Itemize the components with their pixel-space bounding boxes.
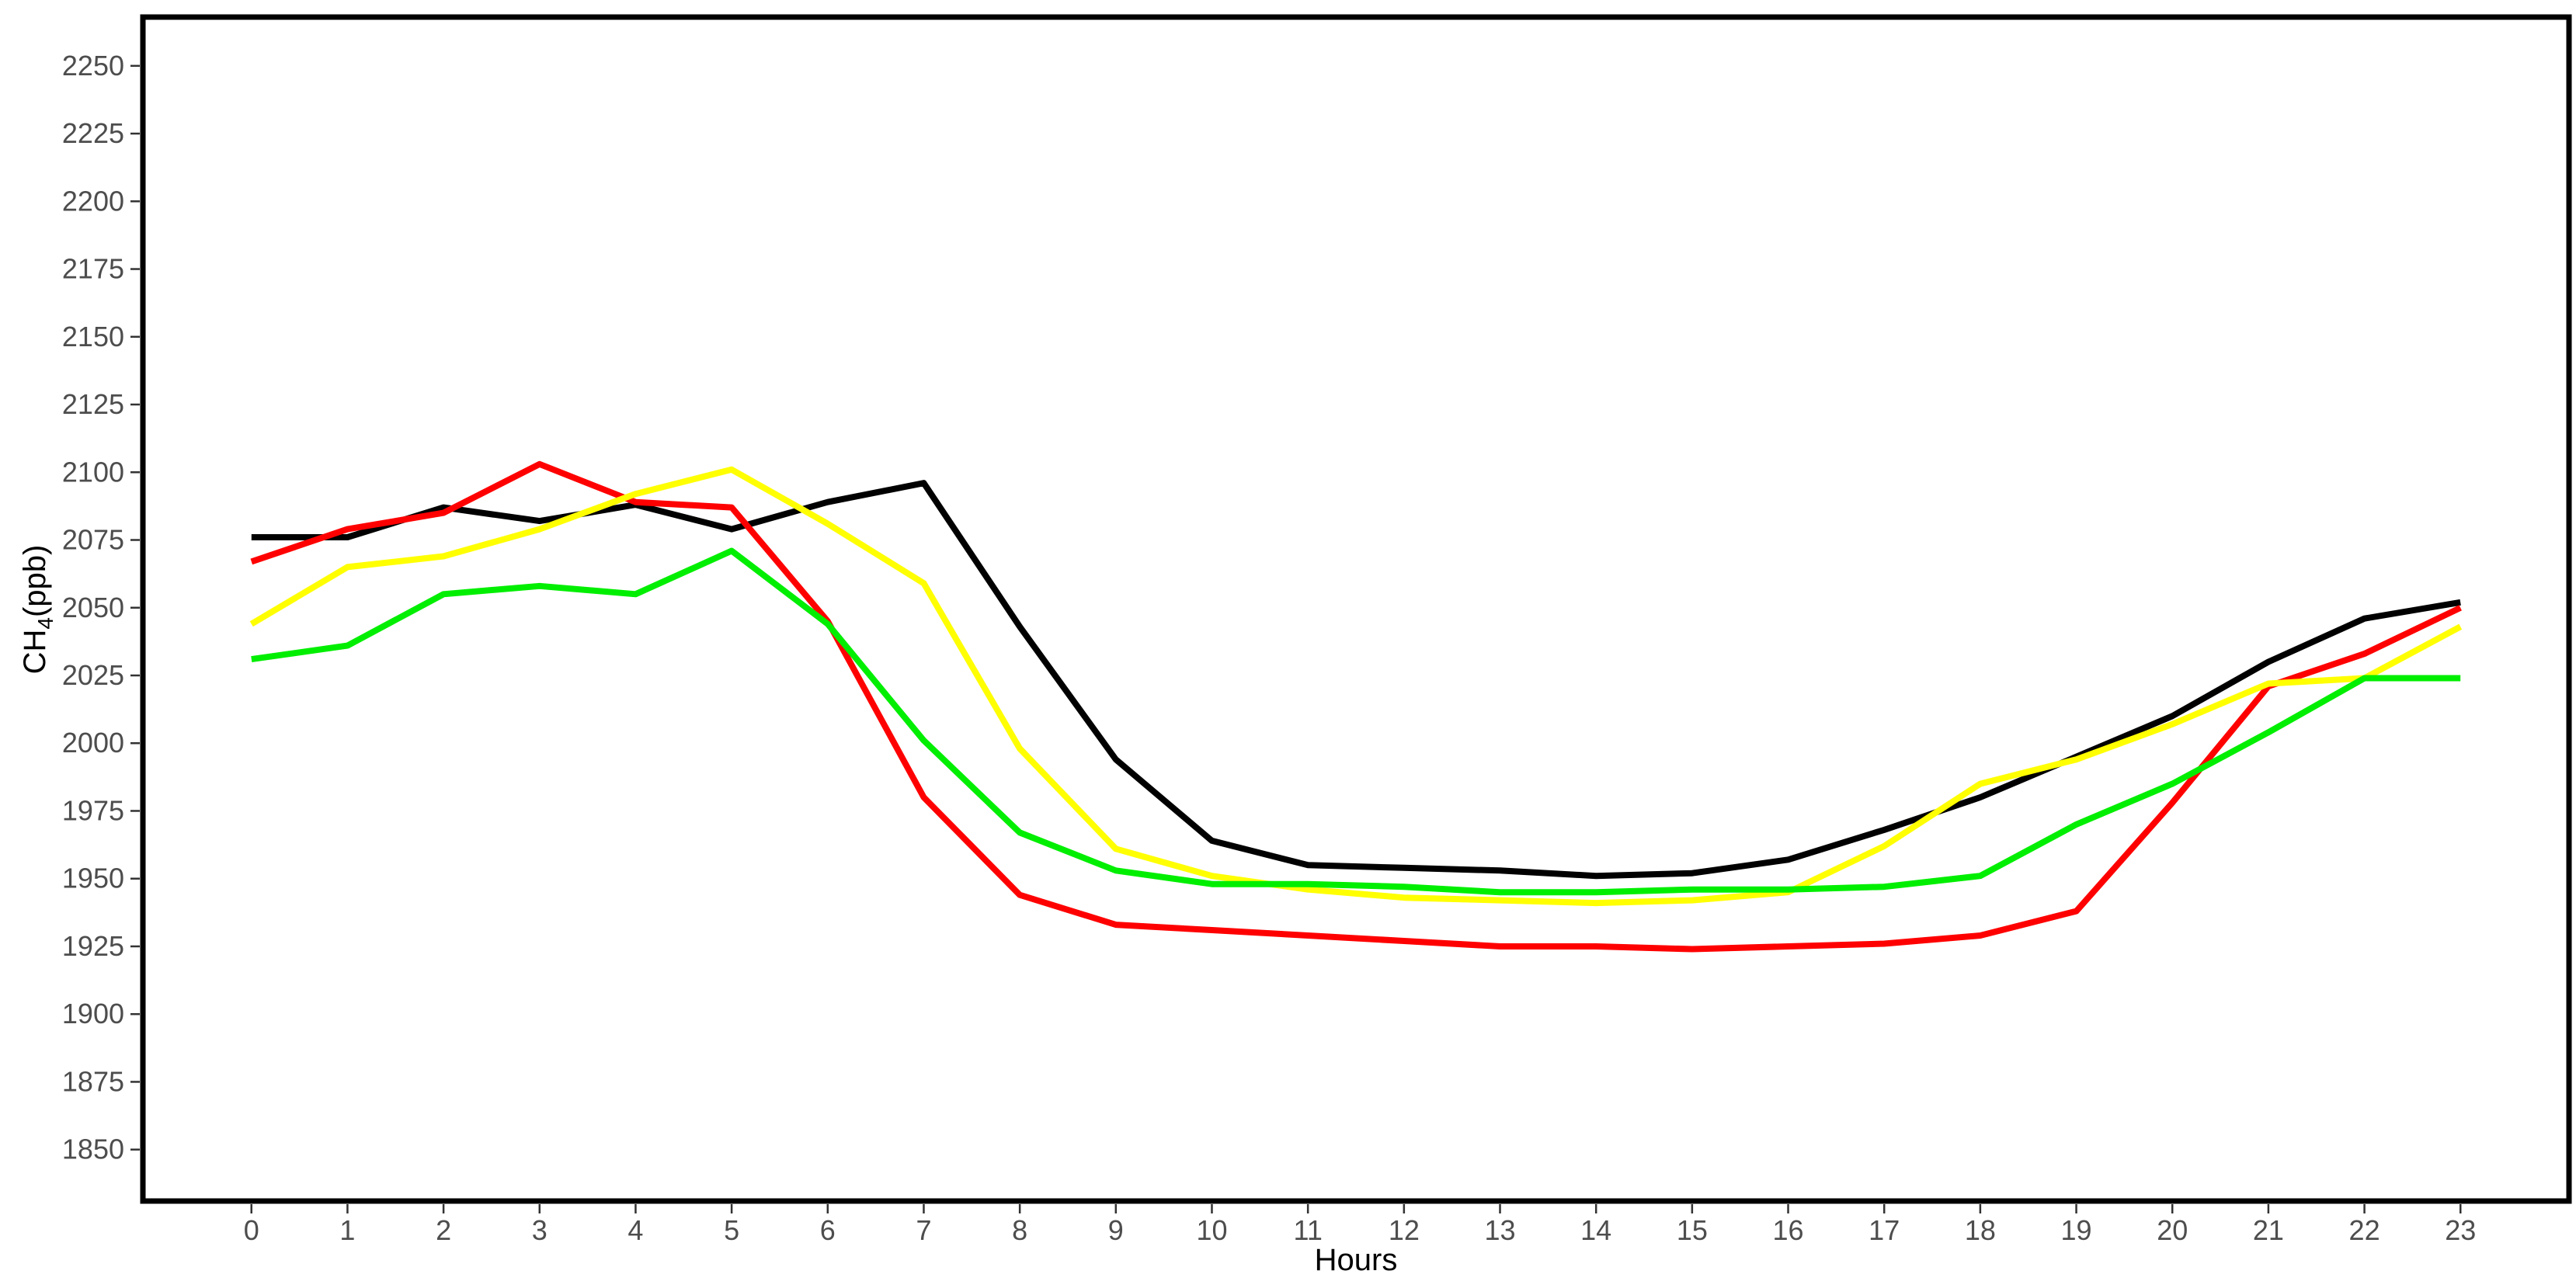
y-axis-title-unit: (ppb): [18, 545, 52, 617]
y-tick-label: 2150: [62, 321, 124, 352]
series-line-1: [251, 480, 2461, 880]
x-tick-label: 13: [1484, 1214, 1515, 1246]
x-tick-label: 20: [2157, 1214, 2188, 1246]
y-axis-title: CH4(ppb): [18, 545, 57, 675]
y-tick-label: 2025: [62, 659, 124, 691]
y-tick-label: 1875: [62, 1065, 124, 1097]
x-tick-label: 16: [1773, 1214, 1804, 1246]
x-tick-label: 5: [724, 1214, 739, 1246]
y-tick-label: 2050: [62, 592, 124, 623]
series-line-2: [250, 460, 2462, 953]
x-tick-label: 17: [1869, 1214, 1900, 1246]
y-tick-label: 2250: [62, 50, 124, 82]
x-tick-label: 8: [1012, 1214, 1027, 1246]
y-tick-label: 2100: [62, 456, 124, 488]
x-tick-label: 21: [2253, 1214, 2284, 1246]
x-tick-label: 0: [244, 1214, 259, 1246]
x-axis: 0 1 2 3 4 5 6 7 8 9 10 11 12 13 14 15 16 17 18 19 20 21 22 23: [244, 1204, 2476, 1246]
x-tick-label: 2: [436, 1214, 451, 1246]
x-tick-label: 11: [1293, 1214, 1322, 1246]
x-tick-label: 6: [820, 1214, 836, 1246]
x-tick-label: 23: [2445, 1214, 2476, 1246]
x-tick-label: 10: [1196, 1214, 1227, 1246]
x-tick-label: 7: [916, 1214, 931, 1246]
series-layer: [249, 460, 2463, 953]
y-axis: 1850 1875 1900 1925 1950 1975 2000 2025 2050 2075…: [62, 50, 140, 1165]
x-tick-label: 4: [627, 1214, 643, 1246]
y-tick-label: 2175: [62, 253, 124, 285]
x-tick-label: 3: [532, 1214, 548, 1246]
plot-frame: [140, 14, 2572, 1204]
y-tick-label: 2125: [62, 388, 124, 420]
y-tick-label: 2225: [62, 117, 124, 149]
y-tick-label: 2200: [62, 185, 124, 217]
y-axis-title-sub: 4: [33, 617, 57, 630]
series-line-4: [251, 547, 2461, 896]
series-line-3: [249, 466, 2463, 907]
y-tick-label: 2000: [62, 727, 124, 759]
y-tick-label: 1975: [62, 794, 124, 826]
x-tick-label: 15: [1677, 1214, 1708, 1246]
y-axis-title-main: CH: [18, 630, 52, 675]
y-tick-label: 1900: [62, 998, 124, 1029]
x-tick-label: 18: [1965, 1214, 1996, 1246]
x-axis-title: Hours: [1315, 1243, 1398, 1277]
y-tick-label: 1950: [62, 863, 124, 894]
y-tick-label: 1850: [62, 1134, 124, 1165]
x-tick-label: 12: [1389, 1214, 1420, 1246]
x-tick-label: 19: [2061, 1214, 2092, 1246]
x-tick-label: 1: [339, 1214, 355, 1246]
y-tick-label: 1925: [62, 930, 124, 962]
y-tick-label: 2075: [62, 524, 124, 556]
x-tick-label: 14: [1580, 1214, 1611, 1246]
x-tick-label: 9: [1108, 1214, 1124, 1246]
x-tick-label: 22: [2349, 1214, 2380, 1246]
